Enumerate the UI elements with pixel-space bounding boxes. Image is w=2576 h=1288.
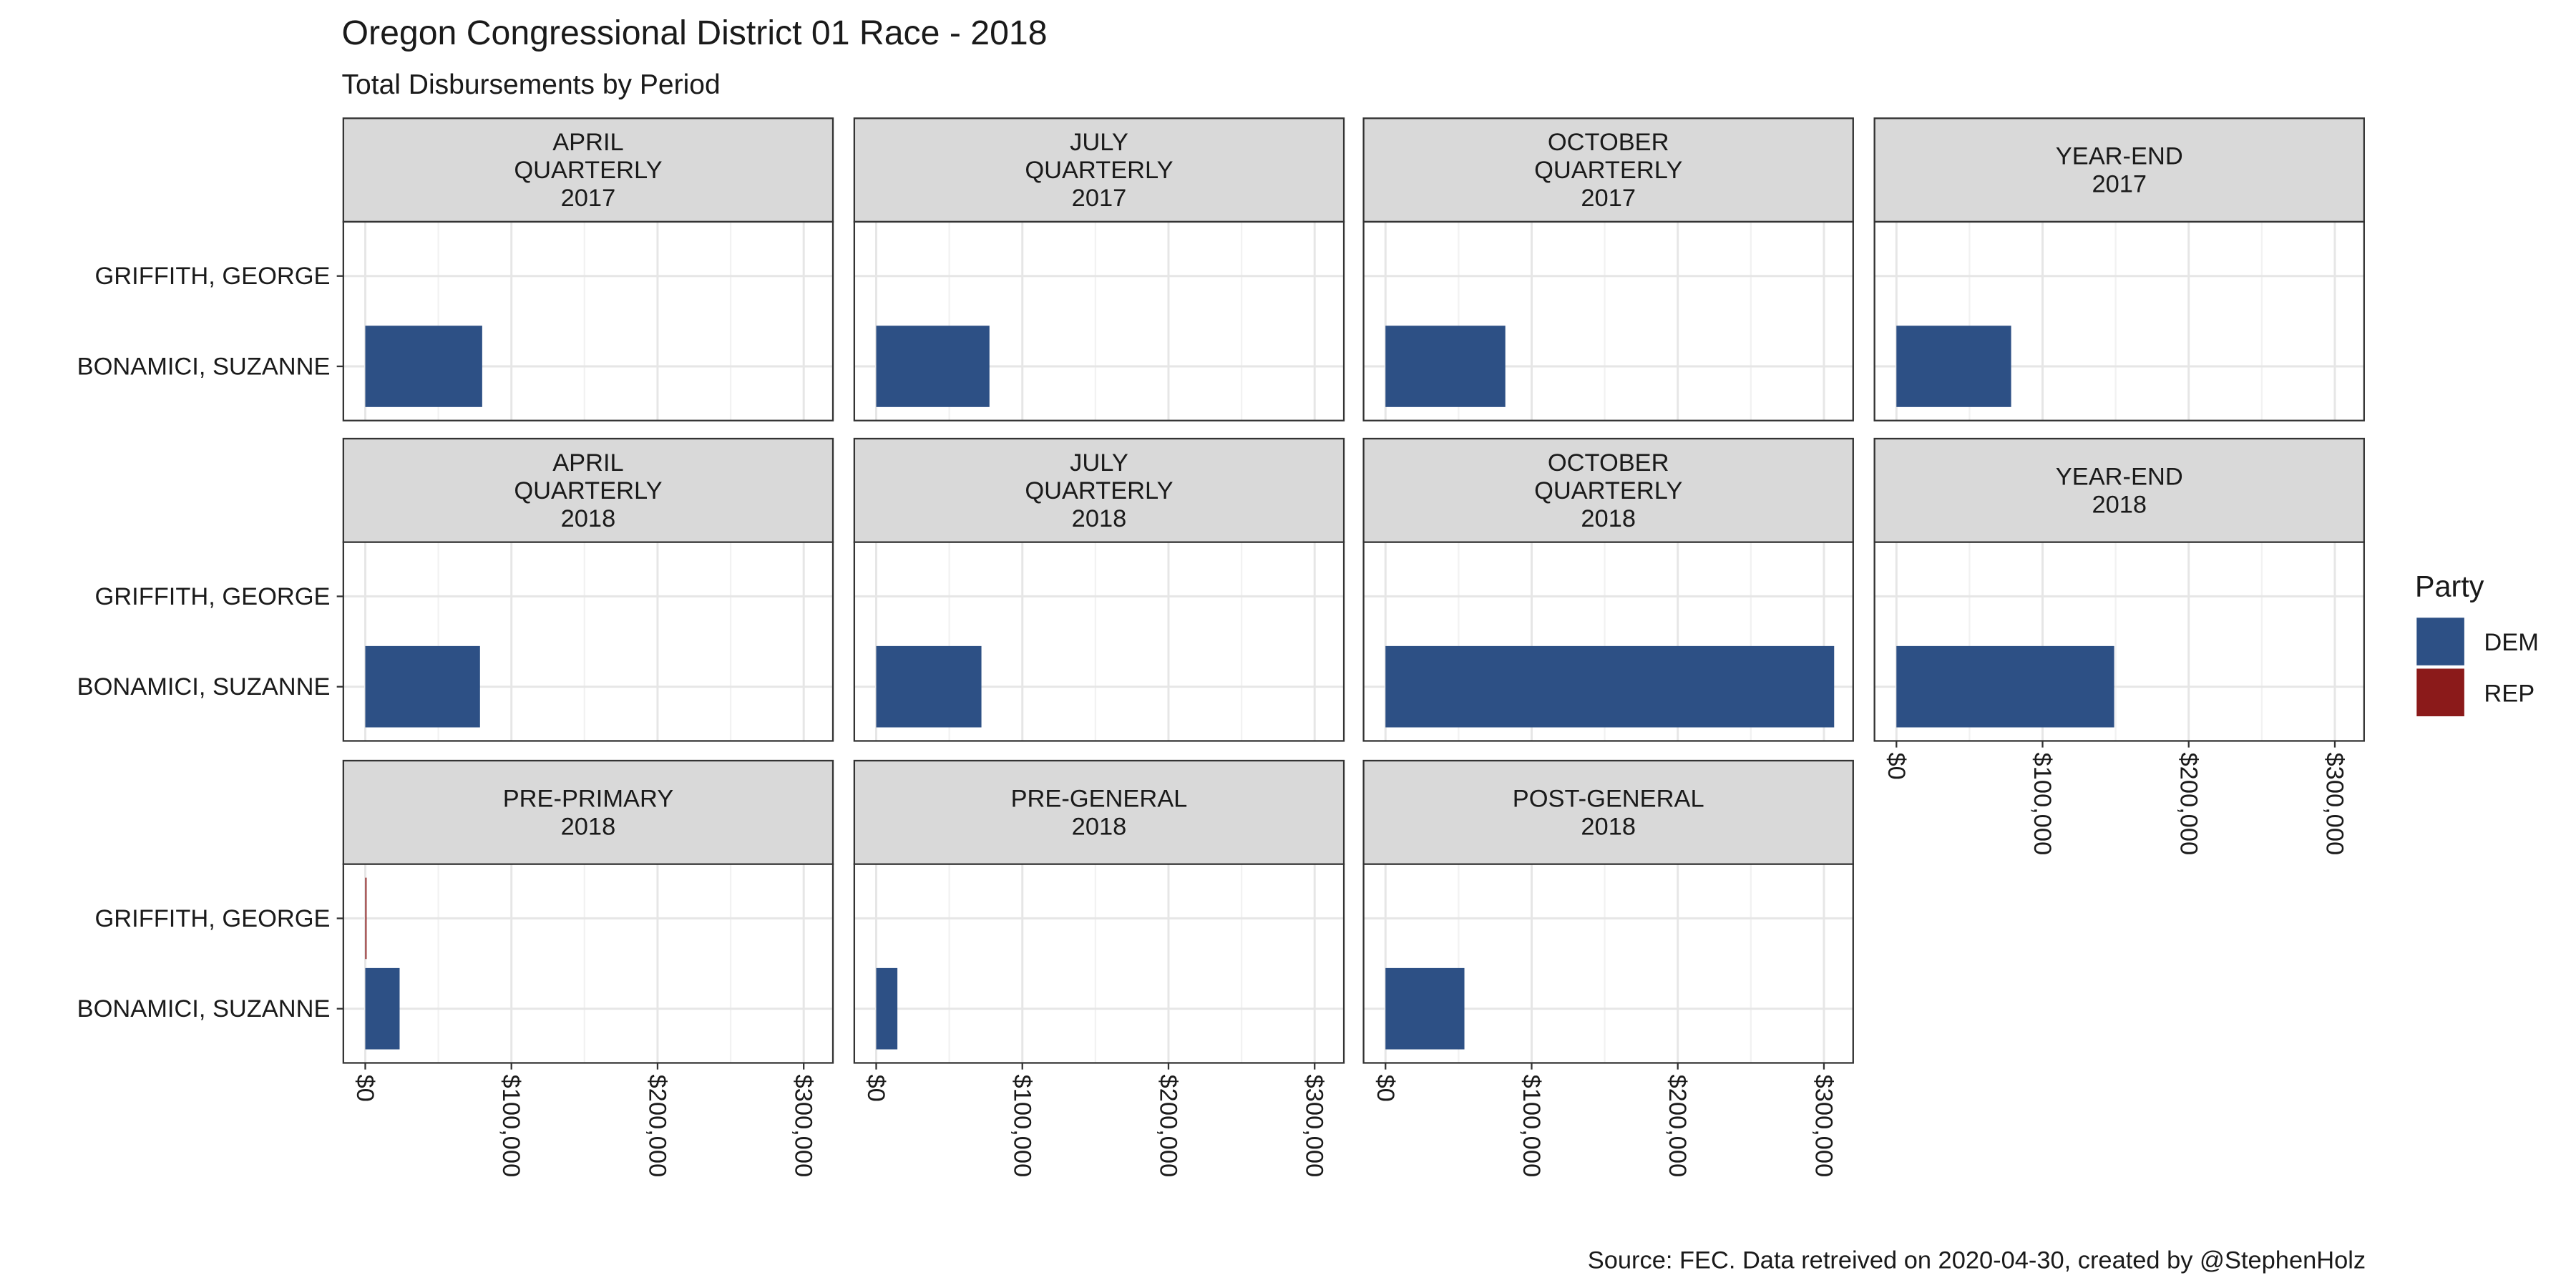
- x-tick-label: $100,000: [2029, 753, 2056, 856]
- legend-title: Party: [2415, 570, 2484, 602]
- facet-label: 2017: [1581, 185, 1636, 212]
- panel-border: [1362, 541, 1854, 742]
- bar: [1385, 645, 1835, 728]
- x-tick-label: $200,000: [1664, 1075, 1691, 1178]
- facet-label: 2018: [1072, 813, 1127, 840]
- y-tick-label: BONAMICI, SUZANNE: [77, 995, 331, 1023]
- bar: [1896, 326, 2011, 407]
- panel: [343, 864, 834, 1063]
- bar: [1385, 326, 1506, 407]
- bar: [876, 645, 982, 728]
- facet-label: APRIL: [552, 129, 623, 156]
- facet-label: 2017: [2092, 171, 2147, 198]
- x-tick-label: $0: [1883, 753, 1910, 780]
- facet-label: JULY: [1070, 449, 1128, 477]
- facet-label: 2017: [1072, 185, 1127, 212]
- bar: [365, 645, 480, 728]
- x-tick-label: $0: [351, 1075, 379, 1102]
- facet-strip: [1362, 759, 1854, 865]
- facet-strip: [1873, 437, 2365, 543]
- legend-label: REP: [2484, 680, 2534, 707]
- x-tick-label: $300,000: [790, 1075, 817, 1178]
- facet-strip: [853, 437, 1345, 543]
- x-tick-label: $100,000: [1008, 1075, 1035, 1178]
- panel-border: [853, 863, 1345, 1064]
- panel-border: [342, 541, 834, 742]
- facet-label: QUARTERLY: [1534, 477, 1682, 504]
- bar: [365, 877, 367, 960]
- x-tick-label: $0: [862, 1075, 889, 1102]
- facet-label: YEAR-END: [2056, 463, 2183, 490]
- y-tick-label: BONAMICI, SUZANNE: [77, 673, 331, 701]
- facet-label: OCTOBER: [1548, 129, 1669, 156]
- bar: [365, 326, 482, 407]
- x-tick-label: $300,000: [1810, 1075, 1837, 1178]
- panel-border: [853, 541, 1345, 742]
- facet-label: OCTOBER: [1548, 449, 1669, 477]
- facet-strip: [1362, 437, 1854, 543]
- panel-border: [342, 220, 834, 421]
- bar: [1896, 645, 2114, 728]
- x-tick-label: $300,000: [1301, 1075, 1328, 1178]
- facet-label: QUARTERLY: [1025, 477, 1173, 504]
- facet-label: 2018: [561, 813, 616, 840]
- panel-border: [853, 220, 1345, 421]
- bar: [876, 326, 990, 407]
- facet-label: 2018: [1581, 813, 1636, 840]
- legend-key: [2416, 618, 2464, 665]
- facet-label: JULY: [1070, 129, 1128, 156]
- x-tick-label: $100,000: [1518, 1075, 1545, 1178]
- facet-label: 2018: [561, 505, 616, 532]
- chart-subtitle: Total Disbursements by Period: [342, 69, 721, 100]
- x-tick-label: $200,000: [2175, 753, 2202, 856]
- y-tick-label: GRIFFITH, GEORGE: [95, 583, 331, 610]
- bar: [1385, 967, 1465, 1050]
- facet-label: QUARTERLY: [1534, 157, 1682, 184]
- facet-label: QUARTERLY: [1025, 157, 1173, 184]
- facet-label: PRE-GENERAL: [1011, 785, 1188, 812]
- panel-border: [1362, 863, 1854, 1064]
- panel-border: [1873, 220, 2365, 421]
- bar: [876, 967, 898, 1050]
- legend-label: DEM: [2484, 629, 2539, 656]
- facet-label: 2018: [2092, 491, 2147, 518]
- facet-label: 2018: [1581, 505, 1636, 532]
- x-tick-label: $100,000: [497, 1075, 525, 1178]
- facet-strip: [1873, 117, 2365, 223]
- facet-strip: [342, 759, 834, 865]
- facet-label: QUARTERLY: [514, 157, 662, 184]
- y-tick-label: GRIFFITH, GEORGE: [95, 905, 331, 932]
- panel-border: [1362, 220, 1854, 421]
- facet-label: 2017: [561, 185, 616, 212]
- x-tick-label: $200,000: [1155, 1075, 1182, 1178]
- facet-strip: [1362, 117, 1854, 223]
- facet-label: QUARTERLY: [514, 477, 662, 504]
- bar: [365, 967, 400, 1050]
- y-tick-label: BONAMICI, SUZANNE: [77, 353, 331, 380]
- x-tick-label: $300,000: [2321, 753, 2348, 856]
- panel-border: [342, 863, 834, 1064]
- facet-label: POST-GENERAL: [1513, 785, 1704, 812]
- facet-label: PRE-PRIMARY: [503, 785, 673, 812]
- facet-label: YEAR-END: [2056, 143, 2183, 170]
- chart-title: Oregon Congressional District 01 Race - …: [342, 14, 1048, 52]
- x-tick-label: $200,000: [643, 1075, 670, 1178]
- facet-strip: [853, 117, 1345, 223]
- facet-label: APRIL: [552, 449, 623, 477]
- caption: Source: FEC. Data retreived on 2020-04-3…: [1588, 1246, 2366, 1274]
- panel: [854, 864, 1345, 1063]
- facet-label: 2018: [1072, 505, 1127, 532]
- facet-strip: [342, 117, 834, 223]
- legend-key: [2416, 668, 2464, 717]
- y-tick-label: GRIFFITH, GEORGE: [95, 263, 331, 290]
- panel-border: [1873, 541, 2365, 742]
- x-tick-label: $0: [1372, 1075, 1399, 1102]
